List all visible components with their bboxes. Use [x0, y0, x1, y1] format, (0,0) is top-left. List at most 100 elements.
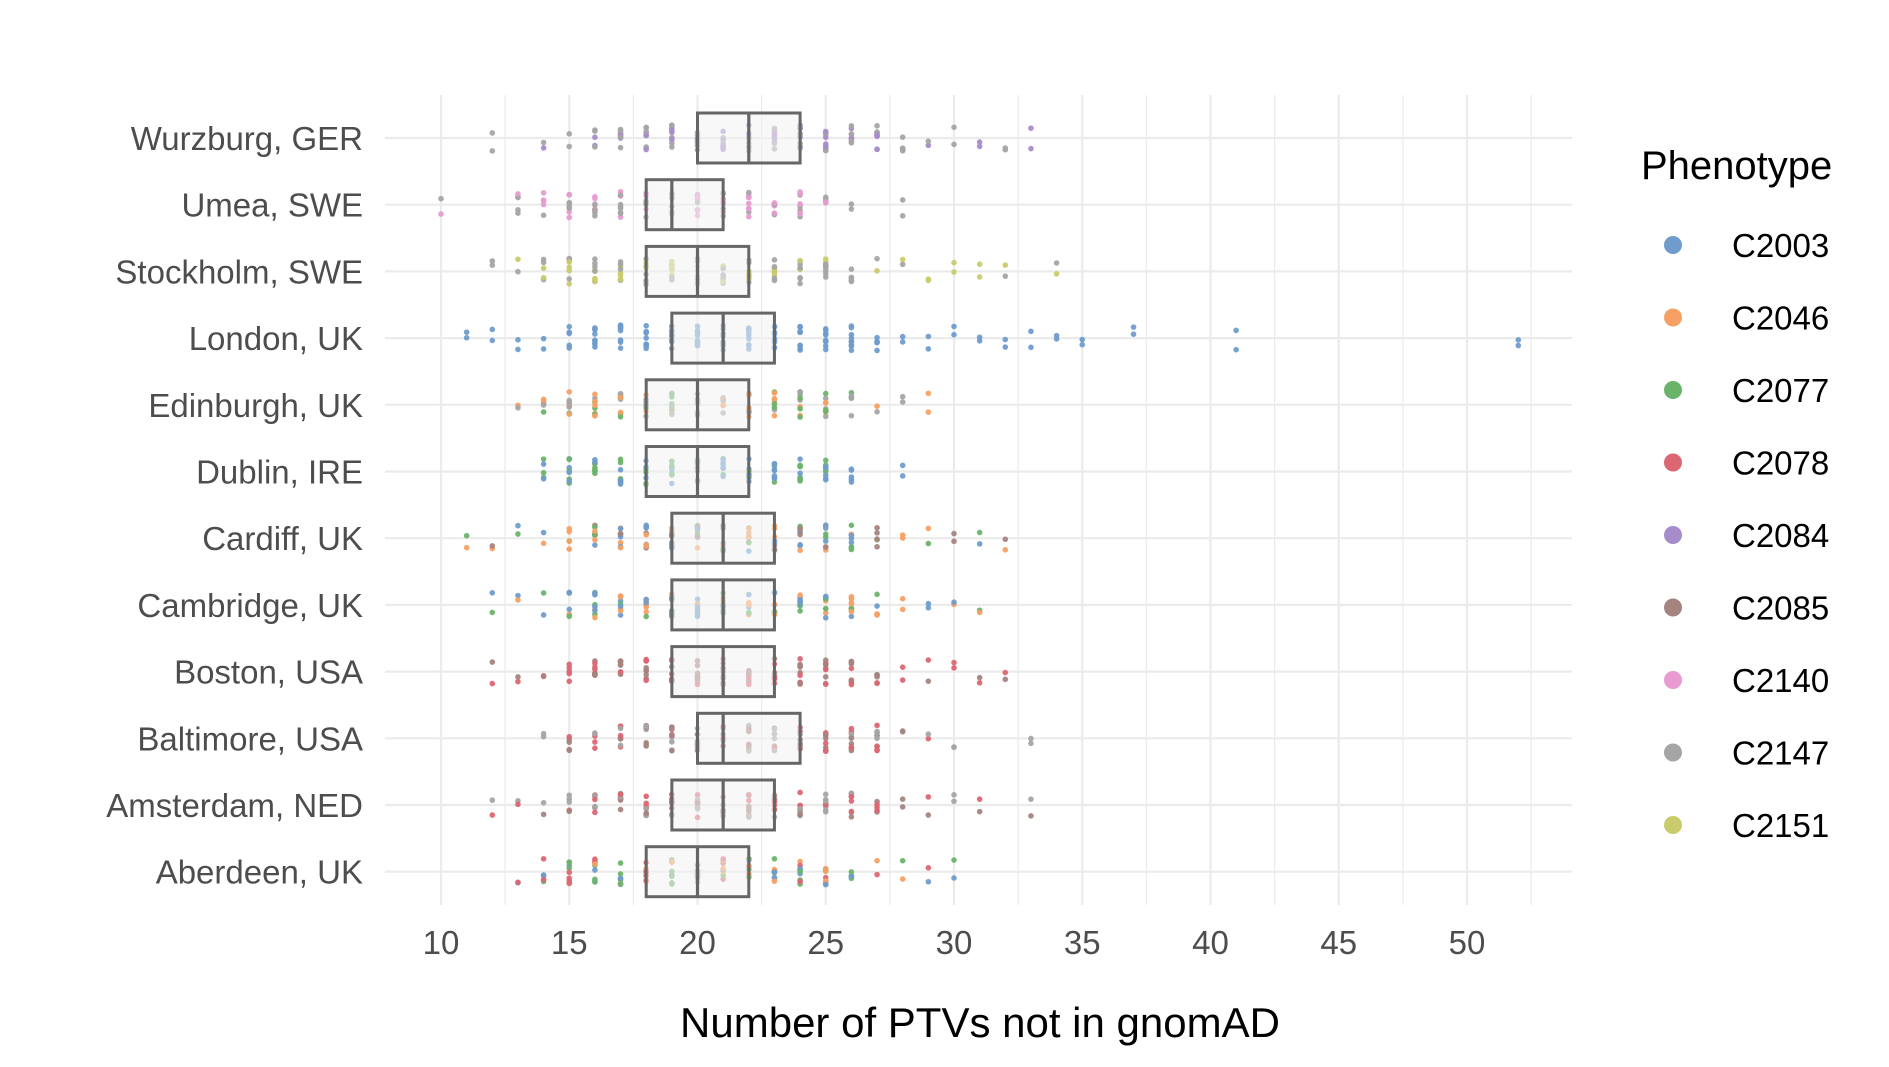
data-point — [874, 591, 880, 598]
data-point — [643, 132, 650, 139]
data-point — [848, 600, 855, 607]
data-point — [976, 540, 983, 547]
legend-swatch — [1664, 598, 1682, 617]
data-point — [848, 813, 855, 820]
legend-swatch — [1664, 816, 1682, 834]
data-point — [566, 199, 573, 206]
data-point — [976, 261, 983, 268]
data-point — [489, 659, 496, 665]
data-point — [899, 333, 906, 340]
data-point — [822, 390, 829, 397]
data-point — [899, 261, 906, 268]
data-point — [822, 399, 829, 406]
data-point — [797, 456, 803, 463]
data-point — [822, 661, 829, 668]
data-point — [925, 864, 932, 871]
data-point — [822, 256, 829, 262]
data-point — [925, 678, 932, 685]
data-point — [874, 747, 880, 753]
x-tick-label: 35 — [1064, 924, 1101, 961]
data-point — [899, 134, 906, 141]
data-point — [515, 531, 521, 537]
data-point — [848, 869, 855, 875]
data-point — [899, 145, 906, 152]
data-point — [771, 263, 778, 270]
data-point — [668, 122, 675, 129]
data-point — [874, 131, 880, 138]
data-point — [617, 593, 624, 600]
data-point — [874, 536, 880, 542]
data-point — [822, 735, 829, 742]
data-point — [745, 189, 752, 196]
data-point — [822, 798, 829, 804]
data-point — [822, 274, 829, 280]
data-point — [489, 542, 496, 549]
data-point — [951, 857, 957, 863]
data-point — [515, 522, 521, 529]
x-tick-label: 10 — [423, 924, 460, 961]
data-point — [797, 463, 803, 470]
data-point — [822, 673, 829, 680]
data-point — [976, 808, 983, 815]
x-tick-label: 45 — [1320, 924, 1357, 961]
data-point — [797, 265, 803, 271]
data-point — [951, 798, 957, 805]
data-point — [797, 257, 803, 264]
data-point — [463, 334, 470, 341]
data-point — [617, 459, 624, 466]
data-point — [617, 345, 624, 352]
data-point — [566, 143, 573, 150]
data-point — [951, 791, 957, 798]
data-point — [771, 474, 778, 481]
x-tick-label: 25 — [807, 924, 844, 961]
data-point — [540, 189, 547, 196]
data-point — [489, 326, 496, 333]
legend-swatch — [1664, 671, 1682, 689]
data-point — [643, 596, 650, 603]
data-point — [925, 333, 932, 340]
data-point — [822, 332, 829, 338]
data-point — [771, 412, 778, 419]
data-point — [848, 808, 855, 815]
data-point — [976, 529, 983, 536]
data-point — [1028, 145, 1034, 152]
data-point — [1515, 342, 1522, 349]
data-point — [566, 478, 573, 484]
data-point — [771, 210, 778, 216]
data-point — [822, 408, 829, 415]
data-point — [617, 192, 624, 199]
data-point — [617, 725, 624, 732]
data-point — [797, 200, 803, 207]
data-point — [617, 258, 624, 265]
data-point — [822, 531, 829, 538]
data-point — [874, 728, 880, 735]
data-point — [797, 280, 803, 287]
data-point — [1028, 328, 1034, 335]
data-point — [540, 456, 547, 463]
data-point — [668, 738, 675, 745]
data-point — [592, 128, 598, 134]
data-point — [925, 731, 932, 738]
data-point — [617, 860, 624, 866]
data-point — [668, 724, 675, 730]
data-point — [592, 660, 598, 667]
data-point — [822, 791, 829, 798]
data-point — [822, 522, 829, 529]
data-point — [848, 744, 855, 751]
data-point — [617, 394, 624, 401]
data-point — [874, 801, 880, 808]
data-point — [848, 593, 855, 600]
data-point — [874, 543, 880, 550]
data-point — [899, 338, 906, 345]
data-point — [848, 131, 855, 137]
data-point — [617, 323, 624, 330]
data-point — [848, 138, 855, 145]
data-point — [668, 136, 675, 143]
data-point — [592, 207, 598, 214]
data-point — [566, 469, 573, 476]
data-point — [540, 799, 547, 806]
data-point — [592, 528, 598, 534]
y-tick-label: Edinburgh, UK — [148, 387, 363, 424]
legend-label: C2077 — [1732, 372, 1829, 409]
